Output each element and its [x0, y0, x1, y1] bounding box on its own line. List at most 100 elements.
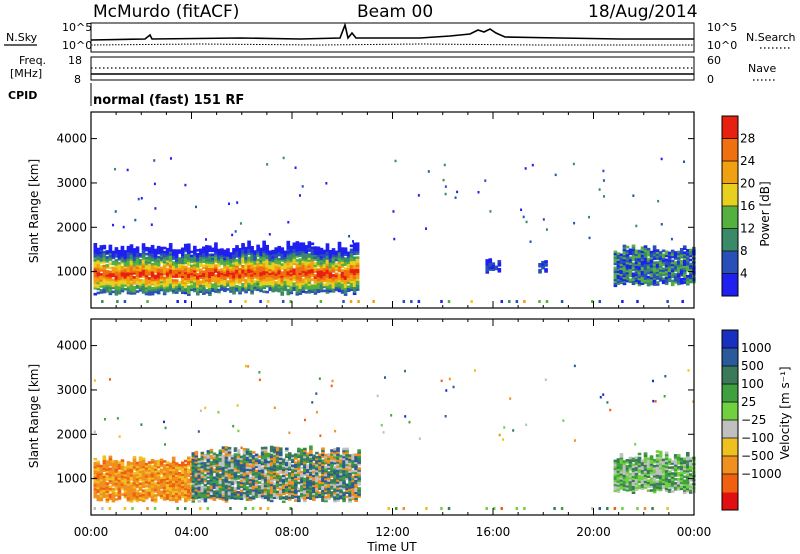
radar-cell: [150, 252, 155, 256]
radar-cell: [297, 459, 301, 463]
radar-cell: [348, 458, 352, 461]
radar-cell: [197, 488, 202, 491]
radar-cell: [676, 485, 681, 489]
radar-cell: [147, 269, 152, 272]
radar-cell: [646, 261, 651, 265]
radar-cell: [251, 463, 256, 466]
radar-cell: [616, 260, 621, 263]
radar-cell: [321, 447, 325, 451]
radar-cell: [613, 252, 618, 256]
radar-cell: [162, 258, 167, 262]
radar-cell: [241, 272, 245, 276]
radar-cell: [96, 494, 101, 498]
radar-cell: [114, 271, 119, 274]
radar-cell: [295, 245, 300, 248]
radar-cell: [200, 455, 205, 459]
radar-cell: [147, 493, 152, 496]
radar-cell: [123, 475, 128, 479]
radar-cell: [619, 273, 624, 277]
radar-cell: [643, 281, 648, 284]
radar-cell: [108, 254, 113, 258]
radar-cell: [174, 285, 179, 288]
radar-cell: [223, 257, 227, 261]
radar-cell: [99, 245, 104, 248]
radar-cell: [227, 476, 232, 480]
radar-cell: [230, 486, 235, 490]
radar-cell: [244, 262, 248, 266]
radar-cell: [307, 275, 312, 278]
radar-cell: [150, 486, 155, 490]
radar-cell: [156, 261, 161, 265]
radar-cell: [643, 265, 648, 268]
radar-cell: [336, 477, 340, 480]
radar-cell: [117, 287, 122, 291]
radar-cell: [168, 273, 173, 276]
radar-cell: [616, 462, 621, 465]
radar-cell: [193, 245, 197, 249]
radar-cell: [234, 230, 237, 233]
radar-cell: [153, 159, 156, 162]
radar-cell: [682, 265, 687, 268]
radar-cell: [324, 485, 328, 489]
radar-cell: [215, 493, 220, 497]
radar-cell: [93, 270, 98, 274]
radar-cell: [688, 252, 693, 256]
radar-cell: [628, 456, 633, 460]
radar-cell: [679, 487, 684, 491]
radar-cell: [135, 282, 140, 285]
radar-cell: [203, 465, 208, 469]
radar-cell: [316, 250, 321, 254]
radar-cell: [508, 300, 511, 304]
radar-cell: [287, 480, 292, 483]
radar-cell: [123, 262, 128, 265]
radar-cell: [616, 478, 621, 481]
radar-cell: [613, 485, 618, 489]
radar-cell: [105, 264, 110, 267]
radar-cell: [679, 459, 684, 463]
radar-cell: [284, 483, 289, 487]
mode-label: normal (fast) 151 RF: [93, 93, 244, 108]
radar-cell: [312, 468, 316, 472]
radar-cell: [688, 469, 693, 472]
radar-cell: [352, 248, 357, 252]
radar-cell: [168, 492, 173, 496]
radar-cell: [346, 267, 351, 271]
radar-cell: [244, 266, 248, 270]
radar-cell: [312, 456, 316, 460]
radar-cell: [652, 267, 657, 270]
radar-cell: [631, 252, 636, 256]
radar-cell: [259, 255, 263, 259]
radar-cell: [251, 459, 256, 462]
radar-cell: [174, 470, 179, 473]
radar-cell: [637, 464, 642, 468]
radar-cell: [658, 468, 663, 472]
radar-cell: [209, 484, 214, 488]
radar-cell: [325, 287, 330, 290]
radar-cell: [348, 488, 352, 491]
radar-cell: [214, 242, 218, 245]
radar-cell: [194, 470, 199, 474]
radar-cell: [196, 260, 200, 264]
radar-cell: [488, 268, 493, 271]
radar-cell: [162, 292, 167, 296]
radar-cell: [253, 252, 257, 255]
radar-cell: [117, 261, 122, 265]
radar-cell: [105, 478, 110, 481]
radar-cell: [162, 474, 167, 477]
radar-cell: [357, 473, 361, 476]
radar-cell: [268, 254, 272, 258]
radar-cell: [150, 480, 155, 484]
radar-cell: [102, 276, 107, 280]
radar-cell: [616, 490, 621, 493]
y-tick-label: 1000: [56, 265, 87, 279]
radar-cell: [186, 269, 191, 272]
radar-cell: [622, 256, 627, 260]
radar-cell: [679, 485, 684, 489]
radar-cell: [304, 266, 309, 270]
radar-cell: [683, 160, 686, 163]
radar-cell: [336, 457, 340, 460]
radar-cell: [123, 264, 128, 267]
radar-cell: [186, 287, 191, 290]
radar-cell: [634, 478, 639, 482]
radar-cell: [336, 459, 340, 462]
